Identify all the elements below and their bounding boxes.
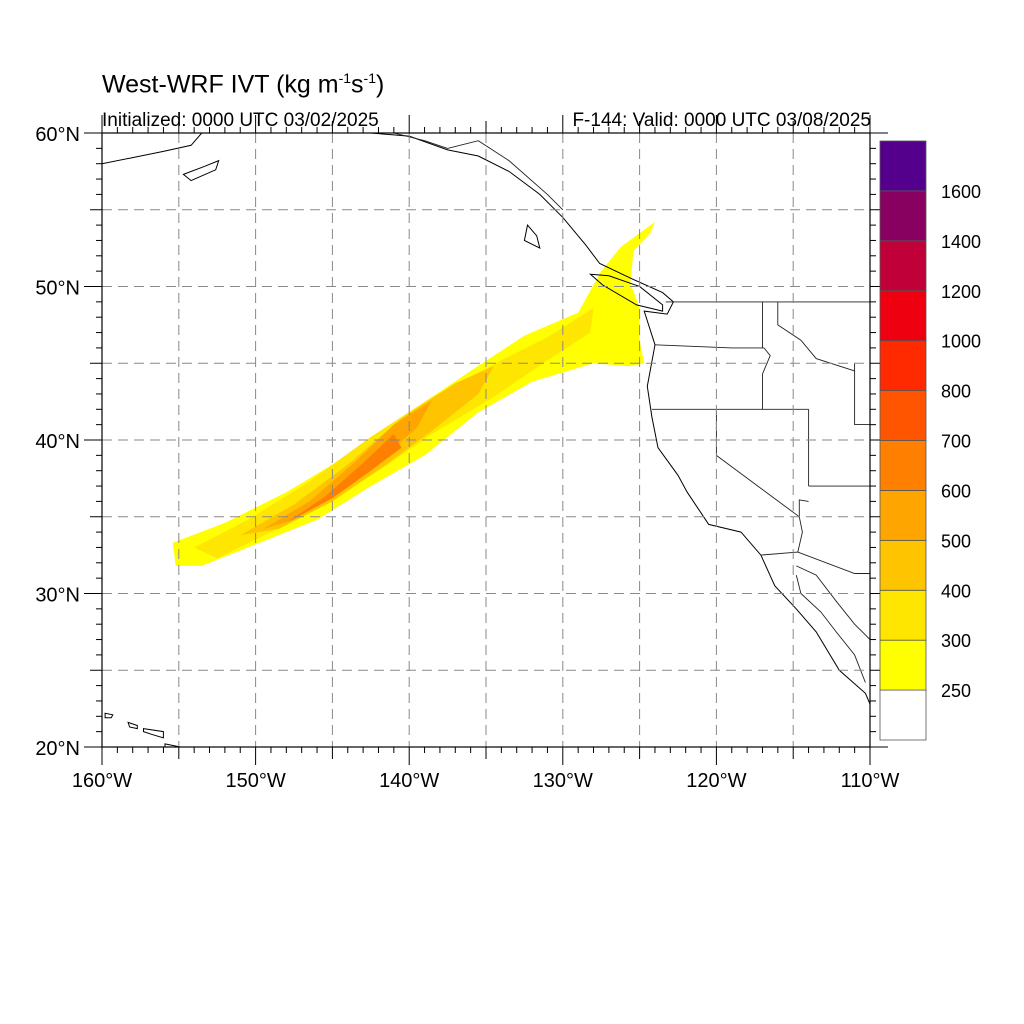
colorbar-label: 300 [941, 631, 971, 651]
colorbar-label: 700 [941, 432, 971, 452]
az-nv-border [798, 499, 809, 517]
haida-gwaii-coastline [523, 223, 541, 250]
ca-az-border [797, 516, 803, 553]
graticule [102, 133, 870, 747]
ivt-contour-500 [263, 400, 433, 529]
x-tick-label: 150°W [225, 770, 285, 792]
molokai-maui-island [143, 728, 164, 739]
y-tick-label: 20°N [35, 738, 80, 760]
niihau-kauai-island [104, 712, 114, 719]
colorbar: 250 300 400 500 600 700 800 1000 1200 1400 1600 [879, 140, 981, 741]
colorbar-label: 1200 [941, 282, 981, 302]
ivt-plume [172, 222, 655, 566]
colorbar-label: 400 [941, 581, 971, 601]
colorbar-box [879, 539, 927, 591]
id-mt-border [777, 301, 855, 372]
colorbar-label: 1600 [941, 182, 981, 202]
colorbar-label: 500 [941, 531, 971, 551]
alaska-border [393, 133, 564, 211]
or-id-border [762, 347, 771, 410]
axis-labels: 160°W 150°W 140°W 130°W 120°W 110°W 20°N 30°N 40… [35, 124, 899, 792]
colorbar-label: 250 [941, 681, 971, 701]
colorbar-label: 800 [941, 382, 971, 402]
colorbar-box [879, 490, 927, 541]
ivt-contour-250 [172, 222, 655, 566]
map-frame [84, 115, 888, 765]
colorbar-label: 1400 [941, 232, 981, 252]
kodiak-coastline [182, 159, 220, 182]
colorbar-box [879, 140, 927, 192]
y-tick-label: 60°N [35, 124, 80, 146]
plot-title: West-WRF IVT (kg m-1s-1) [102, 70, 385, 99]
init-time-label: Initialized: 0000 UTC 03/02/2025 [102, 110, 379, 131]
oahu-island [127, 721, 138, 730]
us-mexico-border [760, 551, 870, 574]
wa-or-border [654, 344, 764, 349]
x-tick-label: 120°W [686, 770, 746, 792]
colorbar-label: 600 [941, 481, 971, 501]
valid-time-label: F-144: Valid: 0000 UTC 03/08/2025 [572, 110, 871, 131]
y-tick-label: 40°N [35, 431, 80, 453]
x-tick-label: 110°W [841, 770, 900, 792]
x-tick-label: 130°W [533, 770, 593, 792]
colorbar-label: 1000 [941, 332, 981, 352]
colorbar-box [879, 689, 927, 741]
ivt-contour-600 [286, 433, 402, 523]
colorbar-box [879, 589, 927, 641]
alaska-peninsula-coastline [102, 133, 203, 165]
vancouver-island-coastline [588, 273, 664, 312]
colorbar-box [879, 440, 927, 491]
colorbar-box [879, 190, 927, 242]
political-borders [393, 133, 870, 683]
big-island-island [164, 743, 181, 747]
colorbar-box [879, 290, 927, 342]
colorbar-box [879, 340, 927, 391]
y-tick-label: 50°N [35, 278, 80, 300]
colorbar-box [879, 390, 927, 441]
x-tick-label: 160°W [72, 770, 132, 792]
colorbar-box [879, 240, 927, 292]
mt-wy-border [854, 363, 870, 426]
sonora-coast [796, 565, 870, 640]
baja-east-coast [795, 574, 866, 683]
y-tick-label: 30°N [35, 585, 80, 607]
colorbar-box [879, 639, 927, 691]
x-tick-label: 140°W [379, 770, 439, 792]
